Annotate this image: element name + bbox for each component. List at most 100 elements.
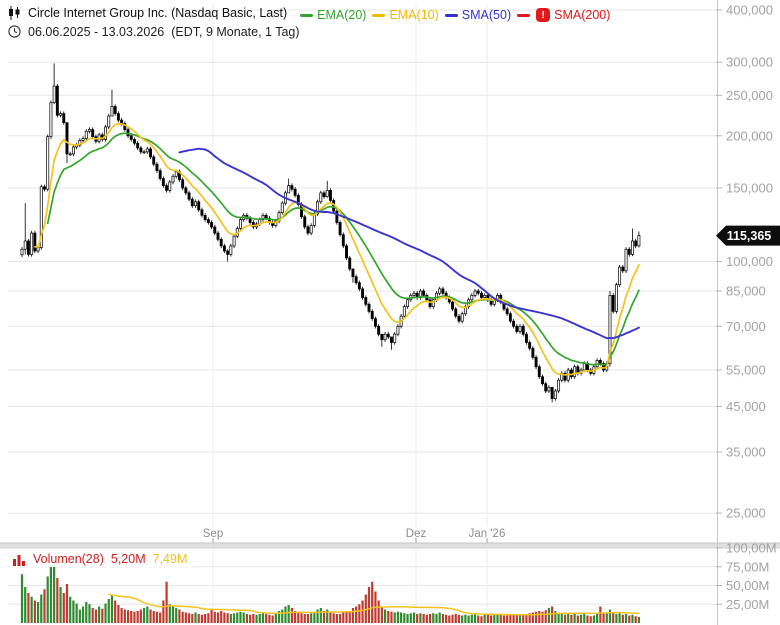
volume-bar [416, 614, 419, 623]
volume-bar [608, 609, 612, 623]
candle-body [361, 288, 365, 298]
volume-bar [583, 614, 586, 623]
volume-bar [393, 612, 396, 623]
volume-bar [380, 606, 383, 623]
candle-body [49, 102, 53, 138]
volume-bar [538, 611, 541, 623]
volume-bar [525, 614, 528, 623]
volume-bar [120, 608, 123, 623]
volume-bar [91, 608, 94, 623]
volume-bar [223, 612, 226, 623]
candle-body [184, 187, 188, 194]
volume-bar [30, 596, 33, 623]
volume-bar [631, 614, 634, 623]
candle-body [229, 245, 233, 255]
ema10-dash-icon [372, 13, 386, 17]
candle-body [553, 390, 557, 399]
volume-bar [329, 611, 332, 623]
candle-body [521, 325, 525, 335]
indicator-legend: EMA(20) EMA(10) SMA(50) ! SMA(200) [294, 4, 610, 23]
candle-body [280, 202, 284, 213]
candle-body [618, 266, 622, 286]
volume-bar [612, 612, 615, 623]
candle-body [23, 240, 27, 250]
volume-bar [114, 600, 117, 623]
candle-body [457, 315, 461, 322]
candle-body [194, 201, 197, 207]
volume-bar [171, 606, 175, 623]
volume-bar [502, 615, 506, 623]
volume-bar [406, 614, 409, 623]
volume-bar [592, 615, 596, 623]
candle-body [165, 185, 169, 191]
legend-item-ema10[interactable]: EMA(10) [372, 8, 439, 22]
legend-item-sma200[interactable]: ! SMA(200) [517, 8, 610, 23]
volume-bar [451, 614, 454, 623]
volume-bar [229, 614, 232, 623]
volume-bar [40, 594, 43, 623]
volume-bar [544, 610, 547, 623]
volume-bar [541, 611, 544, 623]
candle-body [20, 248, 24, 256]
candle-body [213, 226, 217, 234]
candle-body [91, 129, 95, 138]
price-axis-label: 55,000 [726, 363, 766, 378]
volume-bar [409, 613, 412, 623]
candle-body [206, 219, 210, 223]
legend-item-ema20[interactable]: EMA(20) [300, 8, 366, 22]
candle-body [210, 222, 214, 228]
ema20-label: EMA(20) [317, 8, 367, 23]
volume-bar [316, 609, 319, 623]
price-axis-label: 45,000 [726, 399, 766, 414]
volume-bar [342, 612, 345, 623]
volume-bar [509, 614, 512, 623]
volume-bar [367, 587, 371, 623]
volume-bar [480, 616, 483, 623]
volume-bar [236, 612, 239, 623]
volume-bar [419, 613, 422, 623]
candle-body [396, 325, 400, 335]
candle-body [544, 383, 548, 392]
volume-bar [506, 615, 509, 623]
volume-bar [348, 611, 351, 623]
candle-body [512, 320, 516, 327]
volume-bar [319, 608, 322, 623]
volume-bar [371, 581, 374, 623]
volume-bar [454, 614, 457, 623]
volume-bar [184, 612, 187, 623]
volume-bar [197, 614, 200, 623]
volume-bar [59, 587, 62, 623]
candle-body [338, 222, 342, 235]
candle-body [152, 156, 156, 165]
candle-body [412, 292, 416, 296]
volume-bar [123, 609, 126, 623]
legend-item-sma50[interactable]: SMA(50) [444, 8, 511, 22]
candle-body [33, 232, 37, 252]
volume-bar [512, 614, 515, 623]
candle-body [226, 250, 230, 255]
volume-bar [159, 612, 162, 623]
candle-body [104, 126, 107, 140]
candle-body [386, 333, 390, 338]
volume-legend[interactable]: Volumen(28) 5,20M 7,49M [10, 551, 194, 567]
x-axis-label: Jan '26 [469, 528, 506, 540]
volume-bar [364, 594, 367, 623]
volume-axis-label: 75,00M [726, 559, 769, 574]
volume-bar [377, 600, 380, 623]
candle-body [454, 308, 458, 317]
volume-bar [303, 614, 306, 623]
volume-bar [563, 614, 567, 623]
volume-bar [245, 614, 249, 623]
volume-bar [470, 614, 473, 623]
volume-bar [441, 614, 445, 623]
candle-body [110, 106, 114, 117]
candle-body [264, 214, 268, 219]
date-range: 06.06.2025 - 13.03.2026 [28, 24, 165, 39]
candle-body [390, 336, 393, 343]
chart-header: Circle Internet Group Inc. (Nasdaq Basic… [8, 4, 610, 23]
candle-body [309, 225, 313, 234]
volume-bar [252, 614, 255, 623]
candle-body [149, 148, 152, 158]
volume-bar [477, 615, 480, 623]
